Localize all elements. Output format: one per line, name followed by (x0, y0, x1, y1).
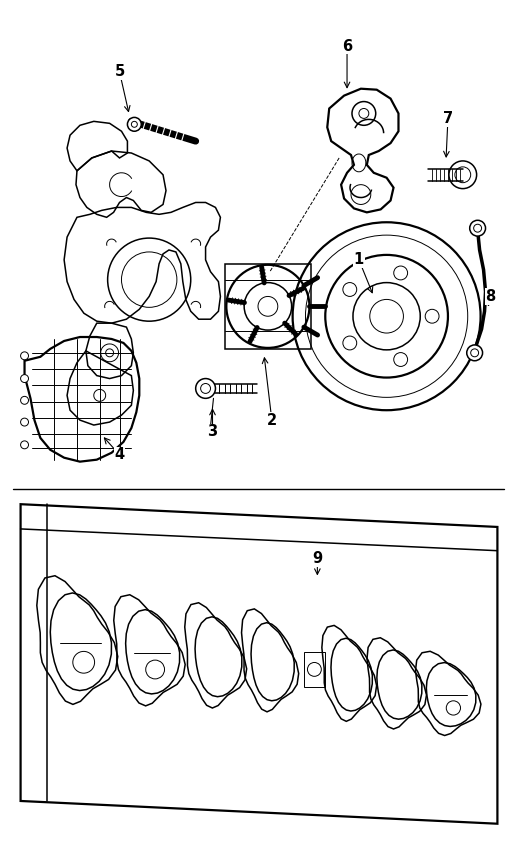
Text: 9: 9 (312, 551, 323, 566)
Text: 3: 3 (207, 425, 218, 439)
Circle shape (21, 352, 28, 359)
Circle shape (21, 375, 28, 383)
Circle shape (467, 345, 482, 360)
Circle shape (195, 378, 216, 398)
Circle shape (449, 161, 477, 188)
Circle shape (21, 418, 28, 426)
Text: 7: 7 (443, 111, 453, 126)
Circle shape (21, 441, 28, 449)
Circle shape (131, 121, 138, 127)
Circle shape (21, 396, 28, 404)
Text: 6: 6 (342, 39, 352, 53)
Circle shape (470, 220, 485, 236)
Text: 8: 8 (485, 289, 496, 304)
Text: 2: 2 (267, 413, 277, 427)
Text: 1: 1 (354, 252, 364, 267)
Circle shape (201, 384, 210, 393)
Text: 5: 5 (114, 64, 125, 79)
Circle shape (127, 118, 141, 132)
Text: 4: 4 (114, 447, 125, 462)
